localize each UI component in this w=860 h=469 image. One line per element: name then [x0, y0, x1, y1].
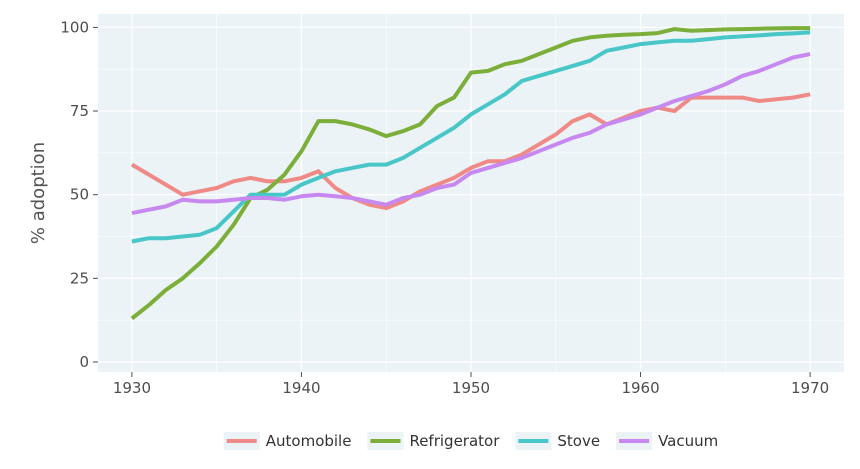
legend-label-automobile: Automobile: [266, 432, 352, 450]
series-lines: [130, 26, 811, 321]
y-tick-label: 75: [70, 102, 89, 120]
y-tick-label: 0: [79, 353, 89, 371]
legend-label-stove: Stove: [557, 432, 600, 450]
y-axis: 0 25 50 75 100: [60, 18, 98, 371]
x-tick-label: 1930: [113, 379, 151, 397]
series-line-automobile: [130, 92, 811, 211]
series-line-vacuum: [131, 52, 811, 216]
y-tick-label: 25: [70, 269, 89, 287]
series-line-refrigerator: [130, 26, 811, 321]
x-tick-label: 1960: [621, 379, 659, 397]
legend-key-stove: [515, 432, 552, 450]
legend-key-refrigerator: [367, 432, 404, 450]
major-gridlines: [98, 14, 844, 372]
x-axis: 1930 1940 1950 1960 1970: [113, 372, 829, 397]
legend-key-vacuum: [616, 432, 653, 450]
y-tick-label: 100: [60, 18, 89, 36]
legend: Automobile Refrigerator Stove Vacuum: [223, 432, 718, 450]
x-tick-label: 1970: [791, 379, 829, 397]
legend-label-vacuum: Vacuum: [658, 432, 718, 450]
y-axis-title: % adoption: [28, 142, 49, 244]
x-tick-label: 1940: [282, 379, 320, 397]
legend-key-automobile: [223, 432, 260, 450]
legend-label-refrigerator: Refrigerator: [409, 432, 500, 450]
x-tick-label: 1950: [452, 379, 490, 397]
y-tick-label: 50: [70, 186, 89, 204]
